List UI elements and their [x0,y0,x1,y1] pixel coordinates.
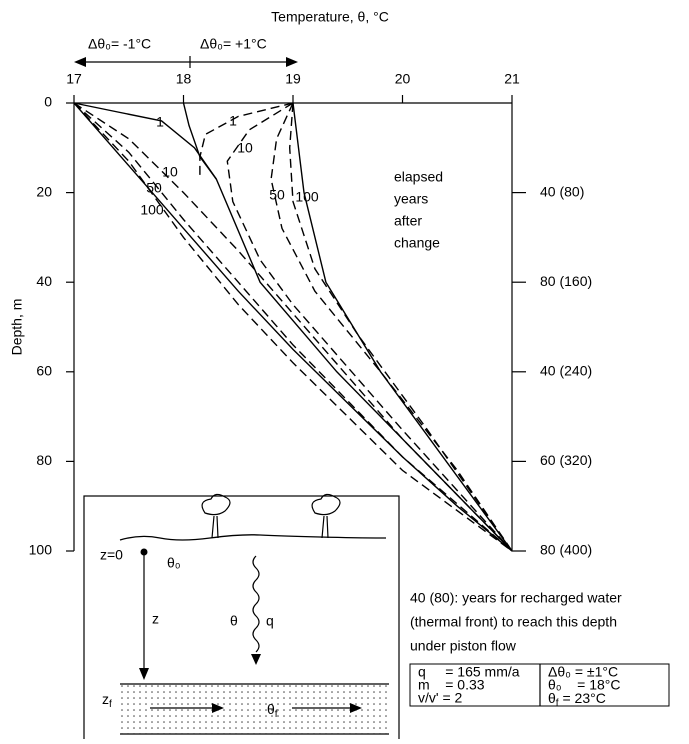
inset-label: z [152,611,159,627]
x-tick-label: 17 [66,71,82,87]
table-cell-part: = 23°C [559,690,606,706]
profile-line [73,102,513,552]
curve-label: 1 [229,113,237,129]
curve-label: 100 [140,202,164,218]
inset-label-part: z [102,691,109,707]
table-cell: θ₀ = 18°C [548,677,621,693]
x-tick-label: 19 [285,71,301,87]
inset-label-part: f [109,699,112,710]
profile-line [73,102,513,552]
table-cell-part: θ [548,690,556,706]
annotation: years [394,191,428,207]
annotation: after [394,213,422,229]
param-table [409,663,670,707]
x-tick-label: 20 [395,71,411,87]
y-tick-label: 100 [29,542,53,558]
y-tick-label: 80 [36,452,52,468]
profile-line [73,102,217,180]
profile-line [226,102,513,552]
profile-line [292,102,513,552]
annotation: change [394,235,440,251]
table-cell: m = 0.33 [418,677,485,693]
inset-label: θf [267,701,278,720]
y-axis-label: Depth, m [9,299,25,356]
annotation: Δθ₀= -1°C [88,36,151,52]
table-cell: Δθ₀ = ±1°C [548,664,618,680]
chart-title: Temperature, θ, °C [271,9,389,25]
inset-label: z=0 [100,547,123,563]
annotation: 40 (80): years for recharged water [410,590,622,606]
curve-label: 50 [269,187,285,203]
curve-label: 10 [237,140,253,156]
y2-tick-label: 80 (400) [540,542,592,558]
profile-line [288,102,513,552]
inset-label: θ [230,613,238,629]
inset-label: zf [102,691,112,710]
annotation: (thermal front) to reach this depth [410,614,617,630]
profile-line [270,102,513,552]
y-tick-label: 0 [44,94,52,110]
profile-line [73,102,513,552]
inset-label: q [266,613,274,629]
y2-tick-label: 80 (160) [540,273,592,289]
inset-diagram: z=0 θ₀ z θ q [83,493,400,744]
x-tick-label: 18 [176,71,192,87]
y-tick-label: 20 [36,183,52,199]
annotation: elapsed [394,169,443,185]
y-tick-label: 40 [36,273,52,289]
table-cell-part: f [556,698,559,709]
profile-line [73,102,513,552]
table-cell: θf = 23°C [548,690,606,709]
annotation: Δθ₀= +1°C [200,36,267,52]
curve-label: 1 [156,114,164,130]
annotation: under piston flow [410,638,517,654]
x-tick-label: 21 [504,71,520,87]
table-cell: v/v' = 2 [418,690,463,706]
curve-label: 100 [295,189,319,205]
y2-tick-label: 40 (240) [540,363,592,379]
table-cell: q = 165 mm/a [418,664,520,680]
inset-label: θ₀ [167,555,181,571]
delta-arrows [74,56,298,68]
y-tick-label: 60 [36,363,52,379]
y2-tick-label: 40 (80) [540,183,584,199]
curve-label: 10 [162,164,178,180]
y2-tick-label: 60 (320) [540,452,592,468]
inset-label-part: θ [267,701,275,717]
inset-label-part: f [275,709,278,720]
